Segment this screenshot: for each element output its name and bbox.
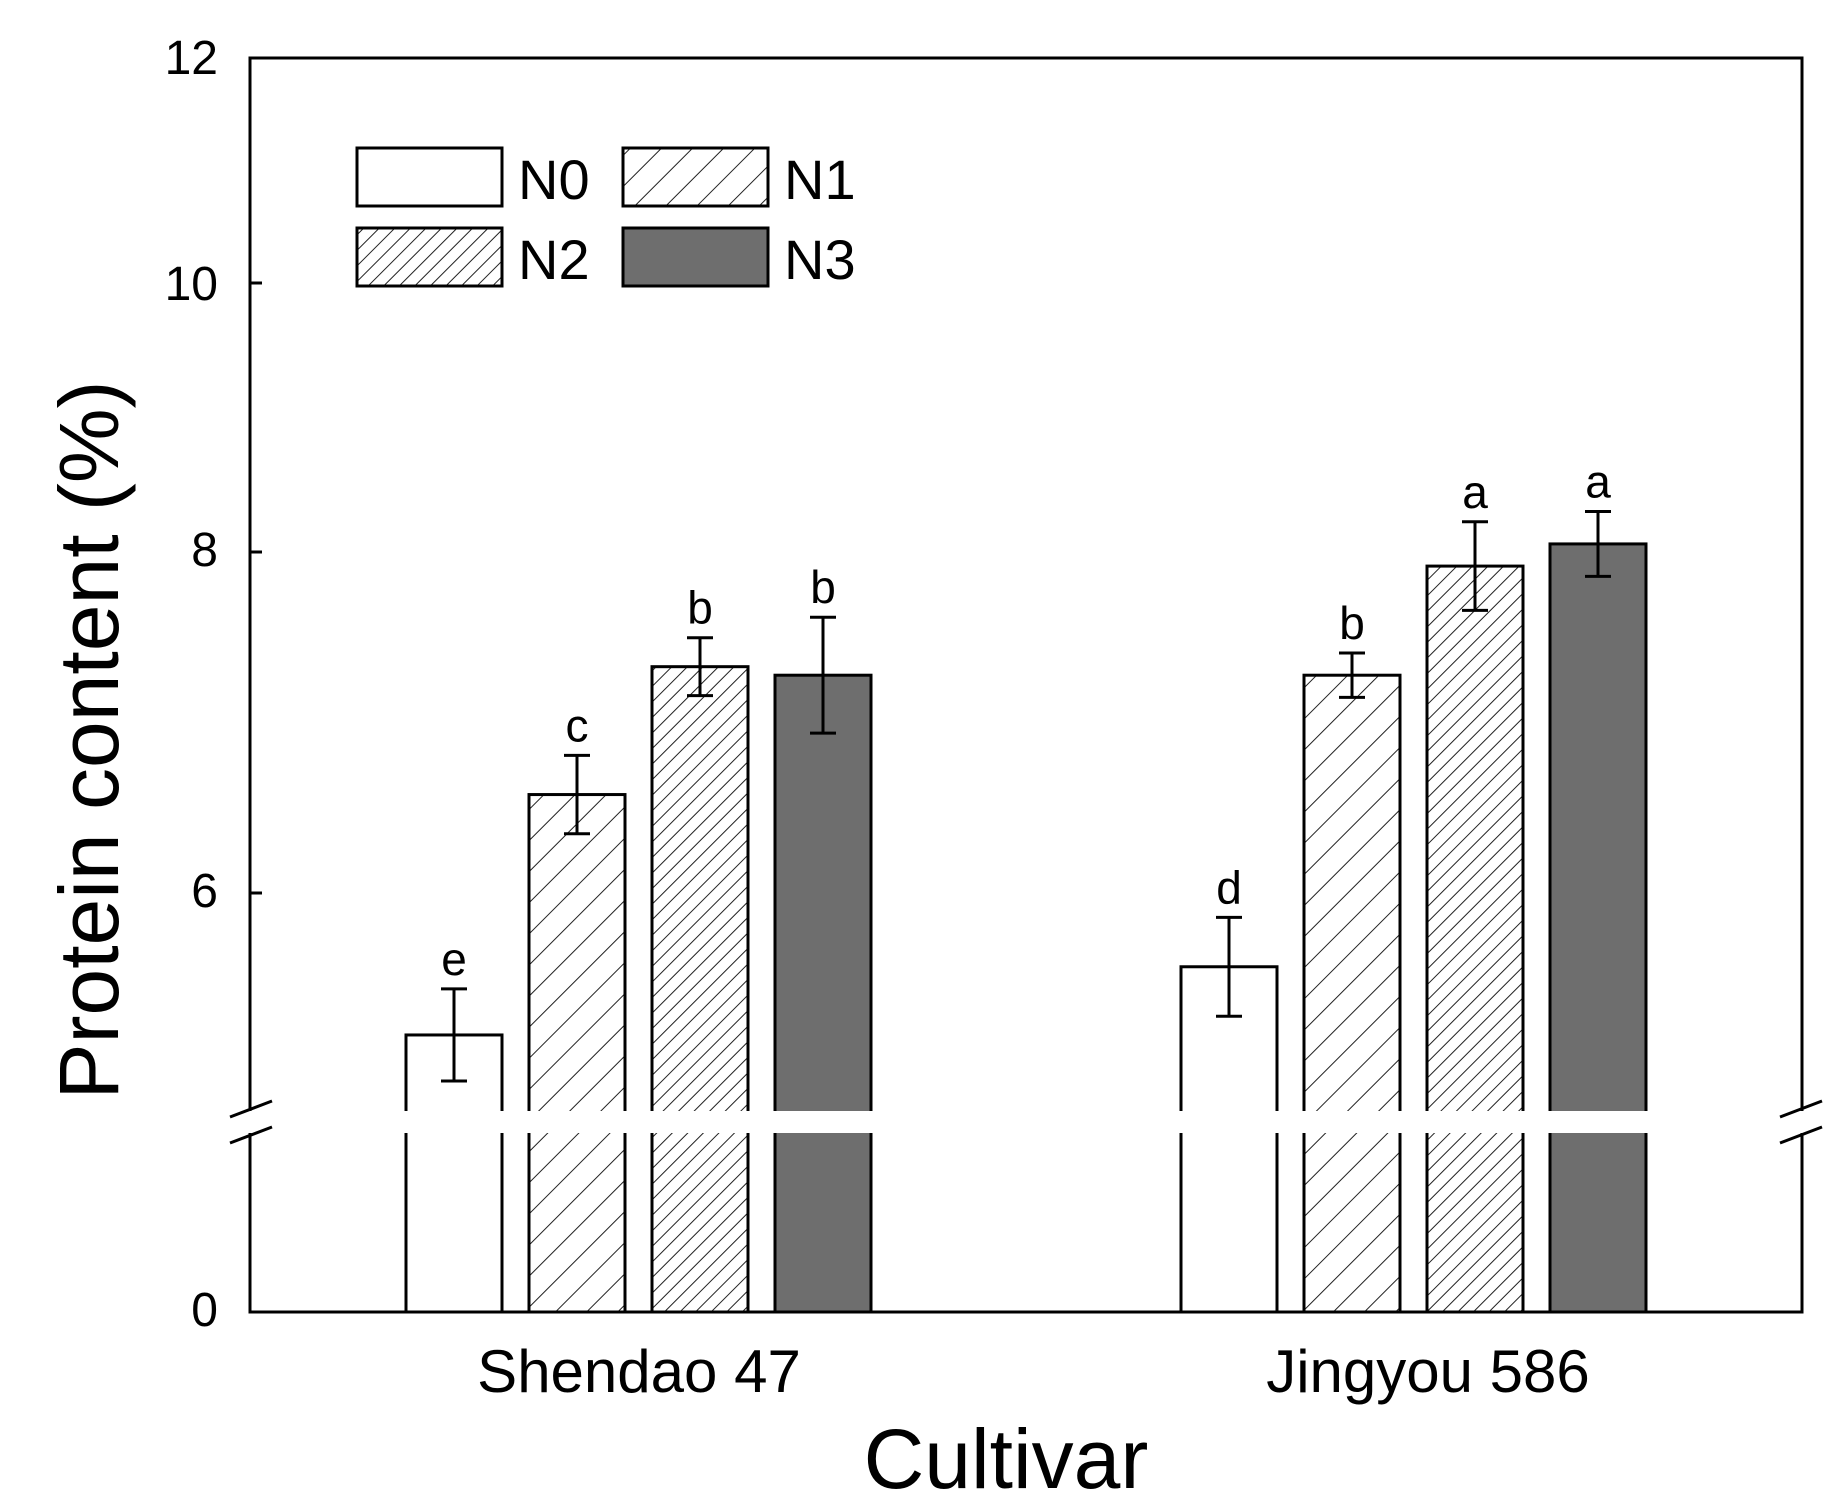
significance-letter-n1-shendao: c xyxy=(566,699,589,751)
bar-n3-shendao xyxy=(773,673,873,1314)
significance-letter-n1-jingyou: b xyxy=(1339,597,1365,649)
bar-n0-jingyou xyxy=(1179,965,1279,1314)
legend-swatch-n3 xyxy=(621,226,770,288)
error-bar-n2-jingyou xyxy=(1462,520,1488,612)
category-label-jingyou: Jingyou 586 xyxy=(1266,1338,1590,1405)
significance-letter-n0-jingyou: d xyxy=(1216,861,1242,913)
error-bar-n0-jingyou xyxy=(1216,915,1242,1018)
y-tick-label-10: 10 xyxy=(165,258,218,311)
bars-group: e c b b d b a a xyxy=(404,456,1648,1314)
legend-swatch-n1 xyxy=(621,146,770,208)
axis-break-band xyxy=(229,1099,1823,1145)
category-label-shendao: Shendao 47 xyxy=(477,1338,801,1405)
bar-n1-jingyou xyxy=(1302,673,1402,1314)
legend: N0 N1 N2 N3 xyxy=(355,146,856,291)
error-bar-n0-shendao xyxy=(441,987,467,1083)
significance-letter-n0-shendao: e xyxy=(441,933,467,985)
legend-label-n2: N2 xyxy=(518,228,590,291)
y-axis-title: Protein content (%) xyxy=(42,380,136,1099)
significance-letter-n2-shendao: b xyxy=(687,582,713,634)
error-bar-n1-jingyou xyxy=(1339,651,1365,699)
y-tick-label-8: 8 xyxy=(191,524,218,577)
error-bar-n3-jingyou xyxy=(1585,510,1611,578)
bar-n1-shendao xyxy=(527,793,627,1314)
significance-letter-n2-jingyou: a xyxy=(1462,466,1488,518)
bar-n2-jingyou xyxy=(1425,564,1525,1314)
plot-frame xyxy=(248,56,1804,1314)
error-bar-n1-shendao xyxy=(564,753,590,836)
y-tick-label-6: 6 xyxy=(191,865,218,918)
legend-label-n0: N0 xyxy=(518,148,590,211)
error-bar-n3-shendao xyxy=(810,615,836,735)
significance-letter-n3-shendao: b xyxy=(810,561,836,613)
legend-label-n3: N3 xyxy=(784,228,856,291)
bar-n3-jingyou xyxy=(1548,542,1648,1314)
legend-label-n1: N1 xyxy=(784,148,856,211)
error-bar-n2-shendao xyxy=(687,636,713,698)
bar-n2-shendao xyxy=(650,665,750,1314)
x-axis-title: Cultivar xyxy=(864,1412,1149,1506)
legend-swatch-n0 xyxy=(355,146,504,208)
legend-swatch-n2 xyxy=(355,226,504,288)
y-tick-label-0: 0 xyxy=(191,1284,218,1337)
significance-letter-n3-jingyou: a xyxy=(1585,456,1611,508)
y-tick-label-12: 12 xyxy=(165,32,218,85)
